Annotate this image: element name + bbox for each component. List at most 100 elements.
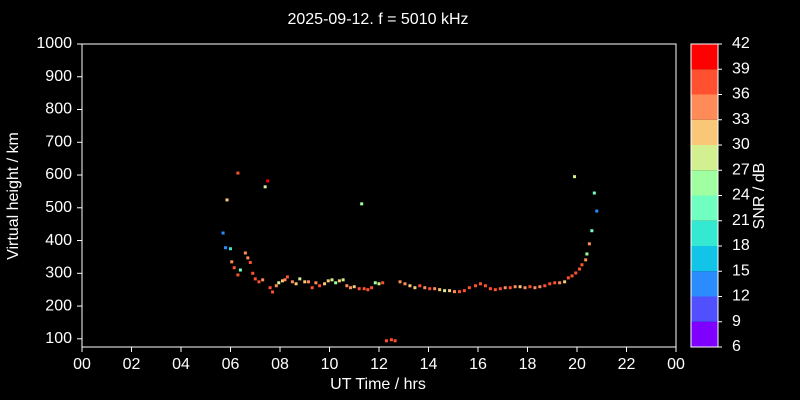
data-point	[408, 284, 412, 288]
colorbar-bin	[691, 195, 718, 221]
data-point	[493, 288, 497, 292]
data-point	[277, 281, 281, 285]
data-point	[323, 282, 327, 286]
data-point	[398, 280, 402, 284]
data-point	[225, 198, 229, 202]
data-point	[592, 191, 596, 195]
y-tick-label: 600	[45, 166, 72, 183]
x-tick-label: 20	[568, 356, 586, 373]
data-point	[448, 289, 452, 293]
plot-frame	[81, 43, 677, 348]
colorbar-bin	[691, 145, 718, 171]
data-point	[533, 286, 537, 290]
x-tick-label: 00	[73, 356, 91, 373]
x-tick-label: 02	[123, 356, 141, 373]
data-point	[224, 246, 228, 250]
data-point	[433, 287, 437, 291]
colorbar-bin	[691, 220, 718, 246]
data-point	[393, 339, 397, 343]
data-point	[574, 271, 578, 275]
colorbar-tick-label: 24	[732, 187, 750, 204]
data-point	[498, 287, 502, 291]
x-tick-label: 00	[667, 356, 685, 373]
y-tick-label: 700	[45, 133, 72, 150]
data-point	[349, 286, 353, 290]
x-tick-label: 08	[271, 356, 289, 373]
data-point	[232, 266, 236, 270]
data-point	[558, 281, 562, 285]
data-point	[337, 279, 341, 283]
data-point	[268, 286, 272, 290]
colorbar-tick-label: 42	[732, 35, 750, 52]
data-point	[467, 286, 471, 290]
data-point	[352, 285, 356, 289]
data-point	[294, 282, 298, 286]
data-point	[381, 281, 385, 285]
data-point	[462, 289, 466, 293]
data-point	[590, 229, 594, 233]
data-point	[570, 274, 574, 278]
data-point	[508, 286, 512, 290]
x-tick-label: 18	[519, 356, 537, 373]
y-tick-label: 800	[45, 101, 72, 118]
colorbar-tick-label: 30	[732, 136, 750, 153]
data-point	[341, 278, 345, 282]
data-point	[326, 279, 330, 283]
x-tick-label: 10	[321, 356, 339, 373]
colorbar-tick-label: 9	[732, 313, 741, 330]
data-point	[457, 290, 461, 294]
y-axis-label: Virtual height / km	[5, 132, 22, 260]
colorbar-bin	[691, 94, 718, 120]
data-point	[236, 171, 240, 175]
data-point	[246, 256, 250, 260]
y-tick-label: 500	[45, 199, 72, 216]
colorbar-tick-label: 27	[732, 161, 750, 178]
data-point	[274, 284, 278, 288]
colorbar-tick-label: 18	[732, 237, 750, 254]
data-point	[438, 288, 442, 292]
data-point	[483, 284, 487, 288]
data-point	[413, 286, 417, 290]
chart-title: 2025-09-12. f = 5010 kHz	[287, 11, 468, 28]
colorbar-tick-label: 39	[732, 60, 750, 77]
colorbar-bin	[691, 170, 718, 196]
colorbar-tick-label: 6	[732, 338, 741, 355]
data-point	[303, 280, 307, 284]
data-point	[285, 275, 289, 279]
data-point	[478, 282, 482, 286]
data-point	[548, 282, 552, 286]
x-tick-label: 06	[222, 356, 240, 373]
colorbar-tick-label: 12	[732, 288, 750, 305]
data-point	[360, 202, 364, 206]
data-point	[418, 284, 422, 288]
data-point	[290, 280, 294, 284]
data-point	[370, 286, 374, 290]
colorbar-bin	[691, 246, 718, 272]
data-point	[362, 287, 366, 291]
data-point	[384, 339, 388, 343]
colorbar-bin	[691, 321, 718, 347]
data-point	[523, 286, 527, 290]
data-point	[280, 279, 284, 283]
colorbar-bin	[691, 296, 718, 322]
colorbar-bin	[691, 271, 718, 297]
data-point	[257, 280, 261, 284]
data-point	[389, 338, 393, 342]
data-point	[230, 260, 234, 264]
data-point	[595, 209, 599, 213]
data-point	[306, 280, 310, 284]
data-point	[357, 287, 361, 291]
data-point	[584, 258, 588, 262]
data-point	[248, 260, 252, 264]
data-point	[330, 278, 334, 282]
data-point	[587, 242, 591, 246]
data-point	[423, 286, 427, 290]
data-point	[580, 263, 584, 267]
data-point	[377, 282, 381, 286]
data-point	[271, 290, 275, 294]
colorbar-tick-label: 21	[732, 212, 750, 229]
data-point	[538, 285, 542, 289]
y-tick-label: 100	[45, 330, 72, 347]
data-point	[513, 285, 517, 289]
data-point	[503, 286, 507, 290]
